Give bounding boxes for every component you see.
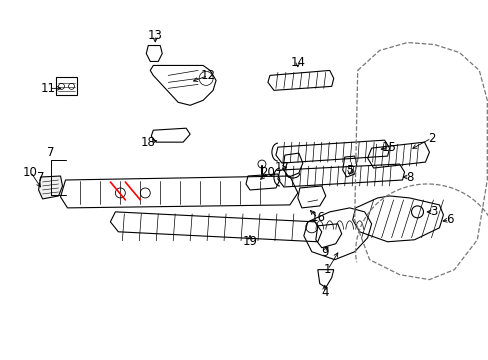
Text: 1: 1 <box>324 263 331 276</box>
Text: 14: 14 <box>290 56 305 69</box>
Text: 13: 13 <box>147 29 163 42</box>
Text: 11: 11 <box>41 82 56 95</box>
Text: 15: 15 <box>381 141 396 154</box>
Text: 5: 5 <box>346 163 353 176</box>
Text: 6: 6 <box>445 213 452 226</box>
Text: 8: 8 <box>405 171 412 184</box>
Text: 2: 2 <box>427 132 434 145</box>
Polygon shape <box>39 176 62 199</box>
Text: 7: 7 <box>37 171 44 184</box>
Text: 20: 20 <box>260 166 275 179</box>
Text: 18: 18 <box>141 136 155 149</box>
Text: 4: 4 <box>320 286 328 299</box>
Text: 17: 17 <box>274 161 289 174</box>
Text: 19: 19 <box>242 235 257 248</box>
Text: 7: 7 <box>47 145 54 159</box>
Text: 9: 9 <box>320 246 328 259</box>
Text: 16: 16 <box>310 211 325 224</box>
Text: 10: 10 <box>23 166 38 179</box>
Text: 3: 3 <box>429 205 436 219</box>
Text: 12: 12 <box>200 69 215 82</box>
